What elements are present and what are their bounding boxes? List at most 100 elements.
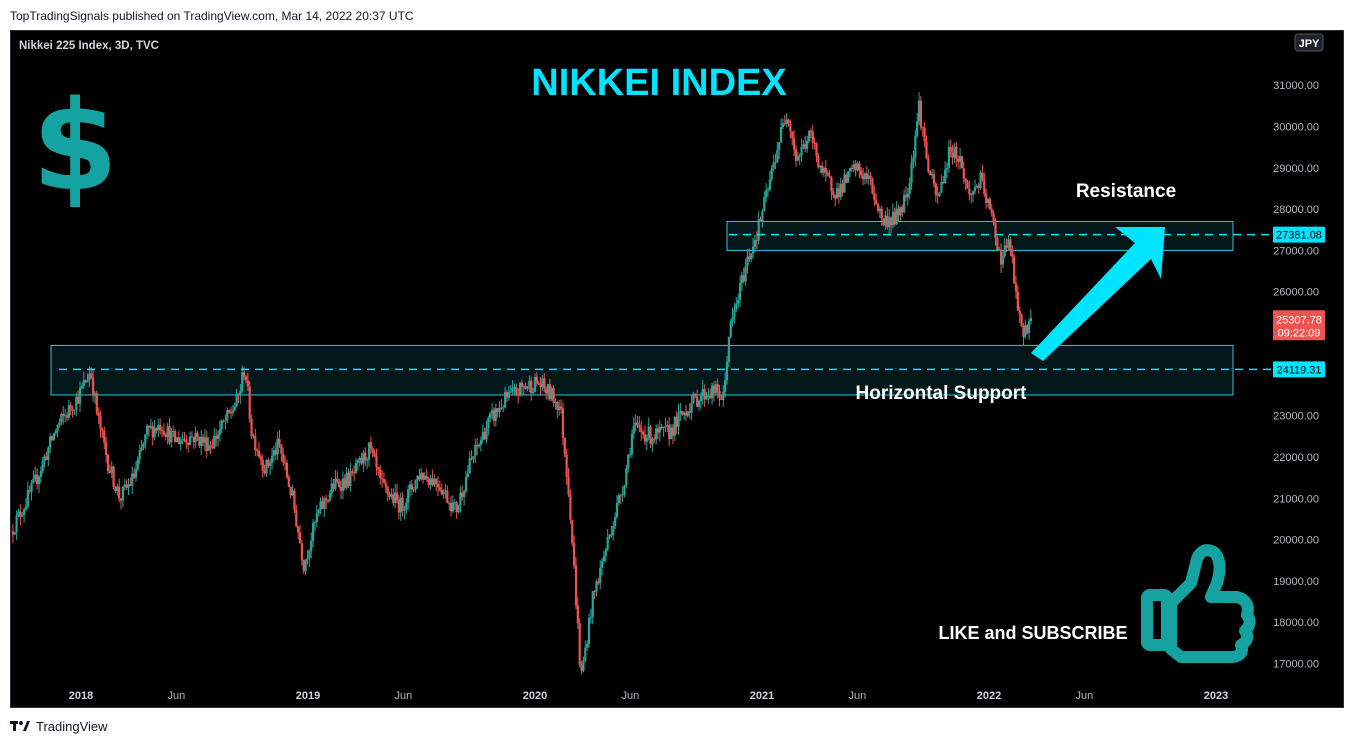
candle-body (526, 386, 529, 389)
candle-body (535, 376, 538, 384)
candle-body (476, 445, 479, 447)
candle-body (380, 478, 384, 480)
candle-body (80, 385, 83, 389)
candle-body (750, 253, 753, 260)
candle-body (67, 404, 70, 418)
candle-body (1026, 324, 1029, 334)
chart-panel[interactable]: Nikkei 225 Index, 3D, TVC JPY 27381.08 24… (10, 30, 1344, 708)
candle-body (990, 209, 993, 214)
candle-body (610, 534, 613, 536)
candle-body (942, 182, 945, 184)
candle-body (623, 485, 626, 495)
candle-body (712, 385, 716, 394)
candle-body (50, 436, 54, 440)
candle-body (239, 390, 242, 396)
candle-body (757, 219, 760, 241)
candle-body (311, 522, 315, 542)
candle-body (78, 388, 82, 404)
candle-body (125, 484, 128, 488)
candle-body (147, 425, 151, 428)
candle-body (781, 123, 785, 128)
candle-body (470, 458, 473, 460)
candle-body (250, 418, 253, 437)
candle-body (520, 382, 524, 388)
candle-body (1029, 317, 1033, 322)
time-tick-label: 2019 (296, 690, 320, 702)
candle-body (751, 246, 755, 254)
candle-body (806, 141, 809, 149)
candle-body (209, 445, 212, 448)
candle-body (882, 218, 885, 226)
candle-body (170, 431, 173, 443)
footer-brand[interactable]: TradingView (10, 717, 108, 735)
candle-body (433, 478, 436, 486)
candle-body (106, 454, 110, 471)
candle-body (429, 478, 432, 486)
candle-body (461, 492, 464, 497)
candle-body (951, 152, 954, 158)
candle-body (938, 192, 941, 196)
candle-body (727, 336, 730, 362)
candle-body (955, 146, 958, 159)
candle-body (172, 430, 175, 432)
candle-body (131, 473, 134, 486)
candle-body (517, 394, 520, 396)
candle-body (425, 476, 428, 479)
candle-body (369, 442, 372, 449)
candle-body (431, 478, 434, 486)
candle-body (830, 177, 833, 192)
resistance-label: Resistance (1076, 181, 1176, 202)
candle-body (410, 484, 413, 490)
candle-body (765, 190, 768, 197)
support-zone[interactable] (50, 344, 1234, 396)
candle-body (103, 430, 106, 444)
candle-body (502, 407, 505, 409)
candle-body (30, 483, 33, 492)
level-price-tag (1273, 361, 1325, 378)
candle-body (56, 424, 59, 431)
candle-body (630, 433, 634, 455)
candle-body (873, 193, 876, 200)
candle-body (703, 389, 706, 400)
candle-body (742, 275, 745, 282)
currency-label: JPY (1299, 38, 1320, 50)
candle-body (142, 443, 145, 448)
candle-body (809, 130, 812, 132)
price-tick-label: 30000.00 (1273, 121, 1319, 133)
candle-body (468, 458, 471, 474)
time-axis[interactable]: 2018 Jun 2019 Jun 2020 Jun 2021 Jun 2022 Jun 2023 (69, 690, 1228, 702)
candle-body (427, 478, 430, 486)
candle-body (338, 481, 341, 487)
candle-body (666, 425, 669, 427)
candle-body (114, 486, 117, 491)
candle-body (459, 492, 462, 506)
candle-body (841, 183, 844, 193)
candle-body (591, 591, 594, 618)
candle-body (944, 169, 947, 184)
candle-body (28, 490, 31, 492)
candle-body (981, 172, 984, 180)
candle-body (110, 466, 113, 473)
candle-body (677, 412, 680, 427)
price-tick-label: 31000.00 (1273, 80, 1319, 92)
candle-body (839, 183, 842, 198)
candle-body (345, 472, 348, 488)
candle-body (604, 549, 607, 557)
candle-body (819, 165, 822, 168)
price-tick-label: 21000.00 (1273, 493, 1319, 505)
candle-body (256, 450, 259, 452)
currency-badge[interactable]: JPY (1294, 33, 1324, 52)
candle-body (729, 321, 732, 337)
price-axis[interactable]: 31000.00 30000.00 29000.00 28000.00 27000.00… (1273, 80, 1319, 670)
candle-body (793, 138, 796, 150)
candle-body (146, 425, 149, 435)
candle-body (382, 479, 386, 483)
tradingview-logo-icon (10, 721, 30, 731)
candle-body (886, 215, 889, 228)
candle-body (105, 443, 108, 455)
candle-body (845, 174, 848, 183)
candle-body (847, 171, 850, 183)
price-chart[interactable]: Nikkei 225 Index, 3D, TVC JPY 27381.08 24… (11, 31, 1343, 707)
candle-body (669, 427, 673, 440)
candle-body (112, 466, 115, 487)
